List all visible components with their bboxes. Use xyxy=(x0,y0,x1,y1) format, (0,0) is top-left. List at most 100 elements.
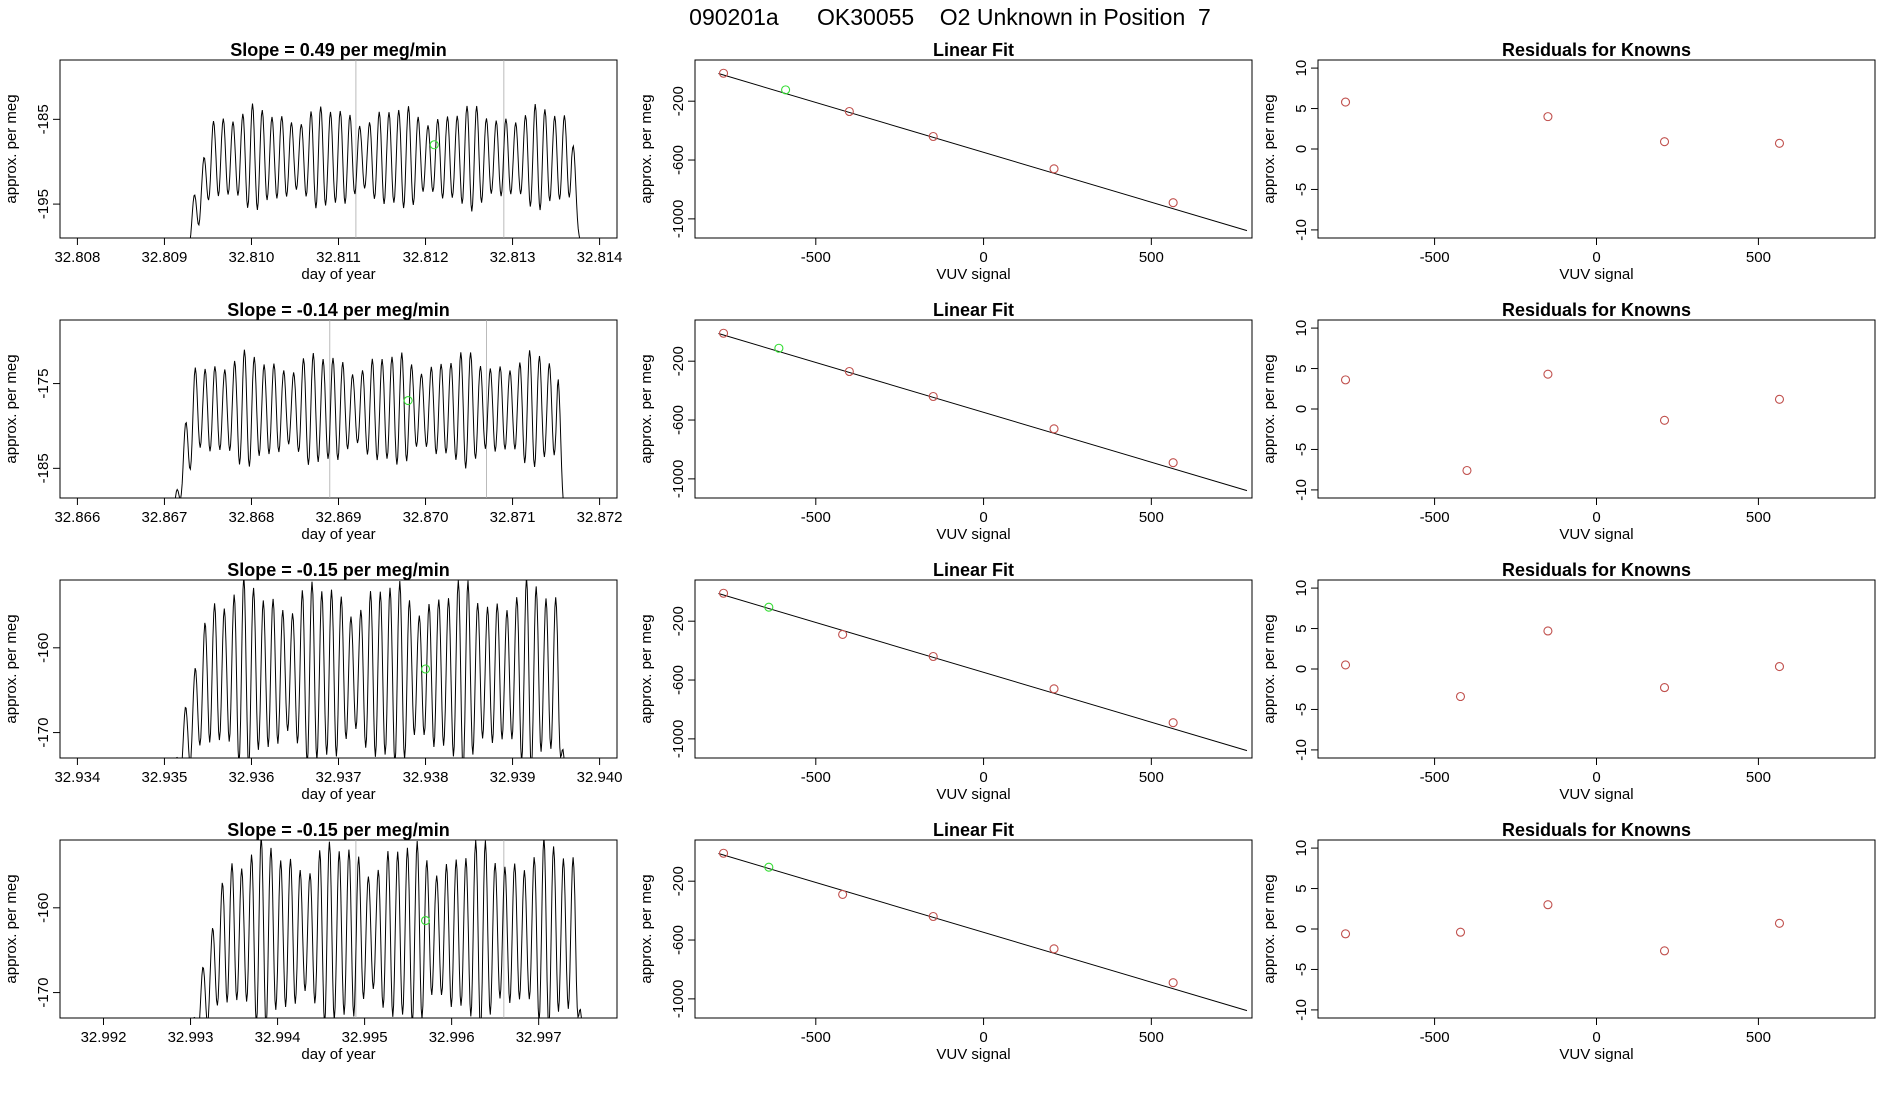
x-tick-label: 0 xyxy=(1592,769,1600,786)
x-tick-label: 32.814 xyxy=(577,249,623,266)
fit-line xyxy=(718,333,1248,492)
x-axis-label: day of year xyxy=(301,786,375,803)
known-point xyxy=(928,131,938,142)
x-tick-label: 32.872 xyxy=(577,509,623,526)
known-point xyxy=(718,328,729,338)
residuals-panel-1: Residuals for Knowns -500 0 500 10 5 0 -5 -10 VUV… xyxy=(1261,40,1876,283)
x-tick-label: 32.808 xyxy=(54,249,100,266)
y-tick-label: -1000 xyxy=(670,720,687,758)
plot-frame xyxy=(694,579,1253,759)
y-axis-label: approx. per meg xyxy=(1261,354,1278,463)
y-tick-label: 0 xyxy=(1293,145,1310,153)
x-tick-label: 32.813 xyxy=(490,249,536,266)
y-tick-label: 5 xyxy=(1293,104,1310,112)
y-tick-label: -600 xyxy=(670,925,687,955)
x-tick-label: 0 xyxy=(979,769,987,786)
fit-panel-2: Linear Fit -500 0 500 -200 -600 -1000 VUV signa… xyxy=(638,300,1253,543)
x-tick-label: 32.936 xyxy=(229,769,275,786)
y-tick-label: -1000 xyxy=(670,460,687,498)
x-axis-label: VUV signal xyxy=(936,786,1010,803)
known-point xyxy=(844,366,854,377)
x-tick-label: 32.997 xyxy=(516,1029,562,1046)
x-tick-label: 32.868 xyxy=(229,509,275,526)
fit-panel-4: Linear Fit -500 0 500 -200 -600 -1000 VUV signa… xyxy=(638,820,1253,1063)
plot-frame xyxy=(694,59,1253,239)
fit-panel-3: Linear Fit -500 0 500 -200 -600 -1000 VUV signa… xyxy=(638,560,1253,803)
y-tick-label: -200 xyxy=(670,346,687,376)
y-tick-label: -5 xyxy=(1293,443,1310,456)
y-tick-label: -185 xyxy=(35,453,52,483)
x-tick-label: 32.870 xyxy=(403,509,449,526)
known-point xyxy=(1049,684,1059,694)
y-axis-label: approx. per meg xyxy=(1261,614,1278,723)
y-tick-label: 5 xyxy=(1293,884,1310,892)
residual-point xyxy=(1774,662,1785,672)
residual-point xyxy=(1659,683,1670,693)
x-tick-label: 32.995 xyxy=(342,1029,388,1046)
known-point xyxy=(1168,978,1178,988)
panel-title: Slope = -0.15 per meg/min xyxy=(227,560,450,580)
plot-frame xyxy=(1317,579,1876,759)
y-tick-label: 0 xyxy=(1293,405,1310,413)
y-tick-label: -600 xyxy=(670,145,687,175)
x-tick-label: 500 xyxy=(1139,1029,1164,1046)
x-axis-label: VUV signal xyxy=(1559,1046,1633,1063)
fit-line xyxy=(718,73,1248,232)
y-tick-label: 10 xyxy=(1293,580,1310,597)
known-point xyxy=(718,848,729,858)
plot-frame xyxy=(59,839,618,1019)
x-tick-label: -500 xyxy=(801,249,831,266)
x-tick-label: 0 xyxy=(979,1029,987,1046)
fit-panel-1: Linear Fit -500 0 500 -200 -600 -1000 VUV signa… xyxy=(638,40,1253,283)
residual-point xyxy=(1340,97,1351,107)
y-tick-label: 10 xyxy=(1293,60,1310,77)
y-tick-label: 0 xyxy=(1293,665,1310,673)
x-axis-label: VUV signal xyxy=(936,1046,1010,1063)
panel-title: Residuals for Knowns xyxy=(1502,820,1691,840)
timeseries-panel-3: Slope = -0.15 per meg/min 32.934 32.935 32.… xyxy=(3,560,623,803)
y-tick-label: -10 xyxy=(1293,739,1310,761)
unknown-point xyxy=(420,915,431,926)
unknown-point xyxy=(774,343,784,353)
signal-line xyxy=(193,840,582,1018)
y-axis-label: approx. per meg xyxy=(1261,874,1278,983)
y-tick-label: -200 xyxy=(670,866,687,896)
y-tick-label: -1000 xyxy=(670,980,687,1018)
y-tick-label: -160 xyxy=(35,633,52,663)
x-tick-label: 32.867 xyxy=(141,509,187,526)
known-point xyxy=(838,889,848,899)
plot-frame xyxy=(694,319,1253,499)
known-point xyxy=(1168,198,1178,208)
y-tick-label: -10 xyxy=(1293,219,1310,241)
y-tick-label: -10 xyxy=(1293,999,1310,1021)
x-tick-label: 32.935 xyxy=(141,769,187,786)
x-tick-label: 500 xyxy=(1746,249,1771,266)
x-axis-label: VUV signal xyxy=(1559,526,1633,543)
panel-title: Residuals for Knowns xyxy=(1502,560,1691,580)
x-tick-label: -500 xyxy=(801,769,831,786)
plot-frame xyxy=(1317,839,1876,1019)
unknown-point xyxy=(403,395,413,406)
residual-point xyxy=(1774,918,1785,928)
plot-frame xyxy=(59,319,618,499)
y-tick-label: 0 xyxy=(1293,925,1310,933)
known-point xyxy=(838,629,848,639)
x-tick-label: 500 xyxy=(1139,769,1164,786)
residual-point xyxy=(1455,927,1466,937)
x-tick-label: 32.866 xyxy=(54,509,100,526)
residual-point xyxy=(1543,626,1553,636)
x-tick-label: 500 xyxy=(1746,1029,1771,1046)
y-tick-label: -5 xyxy=(1293,963,1310,976)
known-point xyxy=(1168,458,1178,468)
y-tick-label: -170 xyxy=(35,978,52,1008)
residual-point xyxy=(1340,660,1351,670)
x-tick-label: 0 xyxy=(1592,509,1600,526)
x-tick-label: -500 xyxy=(1420,509,1450,526)
x-tick-label: 32.812 xyxy=(403,249,449,266)
plot-frame xyxy=(1317,59,1876,239)
panel-title: Residuals for Knowns xyxy=(1502,40,1691,60)
residual-point xyxy=(1659,137,1670,147)
y-axis-label: approx. per meg xyxy=(638,614,655,723)
x-tick-label: 32.809 xyxy=(141,249,187,266)
timeseries-panel-4: Slope = -0.15 per meg/min 32.992 32.993 32.… xyxy=(3,820,618,1063)
